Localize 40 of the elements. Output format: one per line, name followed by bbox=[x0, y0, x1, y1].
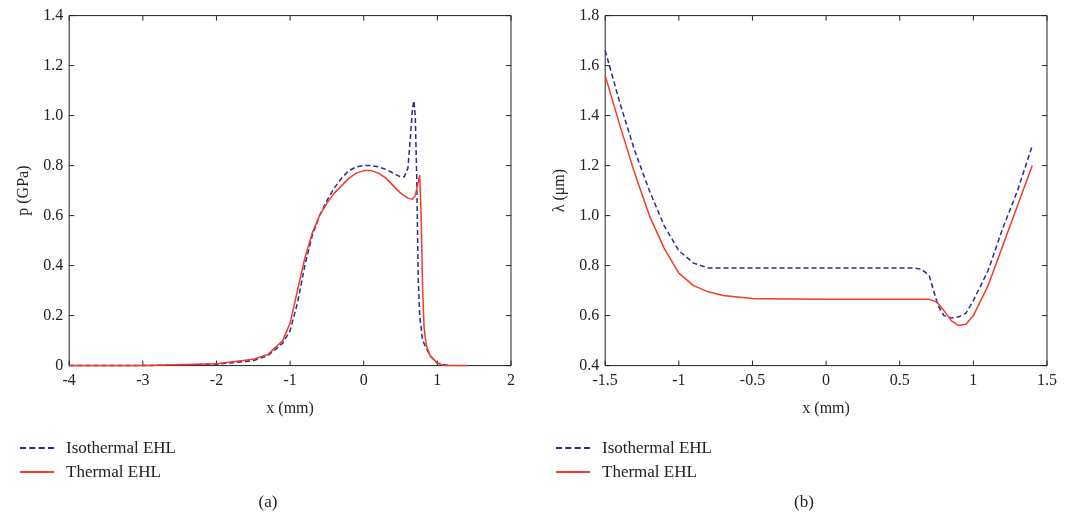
y-tick-label: 0.4 bbox=[43, 255, 64, 273]
y-tick-label: 1.0 bbox=[579, 205, 600, 223]
x-tick-label: -3 bbox=[136, 371, 150, 389]
y-tick-label: 1.4 bbox=[43, 5, 64, 23]
x-tick-label: 0 bbox=[359, 371, 368, 389]
x-tick-label: -2 bbox=[209, 371, 224, 389]
x-tick-label: 1 bbox=[969, 371, 978, 389]
legend-label: Thermal EHL bbox=[602, 462, 697, 482]
y-tick-label: 0.8 bbox=[43, 155, 64, 173]
y-tick-label: 1.0 bbox=[43, 105, 64, 123]
y-axis-title: λ (μm) bbox=[549, 168, 568, 213]
x-tick-label: -1.5 bbox=[592, 371, 618, 389]
y-tick-label: 0.4 bbox=[579, 355, 600, 373]
legend-label: Isothermal EHL bbox=[66, 438, 176, 458]
x-tick-label: -1 bbox=[283, 371, 297, 389]
legend-label: Isothermal EHL bbox=[602, 438, 712, 458]
x-tick-label: 2 bbox=[507, 371, 515, 389]
y-tick-label: 1.2 bbox=[579, 155, 600, 173]
y-tick-label: 1.8 bbox=[579, 5, 600, 23]
x-tick-label: 0 bbox=[822, 371, 831, 389]
x-axis-title: x (mm) bbox=[266, 398, 314, 417]
y-tick-label: 0.8 bbox=[579, 255, 600, 273]
y-tick-label: 0.6 bbox=[579, 305, 600, 323]
x-tick-label: -1 bbox=[672, 371, 686, 389]
x-tick-label: -0.5 bbox=[739, 371, 766, 389]
x-axis-title: x (mm) bbox=[802, 398, 850, 417]
y-tick-label: 1.2 bbox=[43, 55, 64, 73]
legend-label: Thermal EHL bbox=[66, 462, 161, 482]
text: (b) bbox=[793, 492, 815, 512]
text: (a) bbox=[257, 492, 279, 512]
y-axis-title: p (GPa) bbox=[13, 165, 32, 216]
y-tick-label: 0.6 bbox=[43, 205, 64, 223]
y-tick-label: 0.2 bbox=[43, 305, 64, 323]
x-tick-label: 1 bbox=[433, 371, 442, 389]
x-tick-label: -4 bbox=[62, 371, 76, 389]
y-tick-label: 1.6 bbox=[579, 55, 600, 73]
y-tick-label: 1.4 bbox=[579, 105, 600, 123]
x-tick-label: 0.5 bbox=[889, 371, 910, 389]
x-tick-label: 1.5 bbox=[1037, 371, 1057, 389]
y-tick-label: 0 bbox=[55, 355, 64, 373]
